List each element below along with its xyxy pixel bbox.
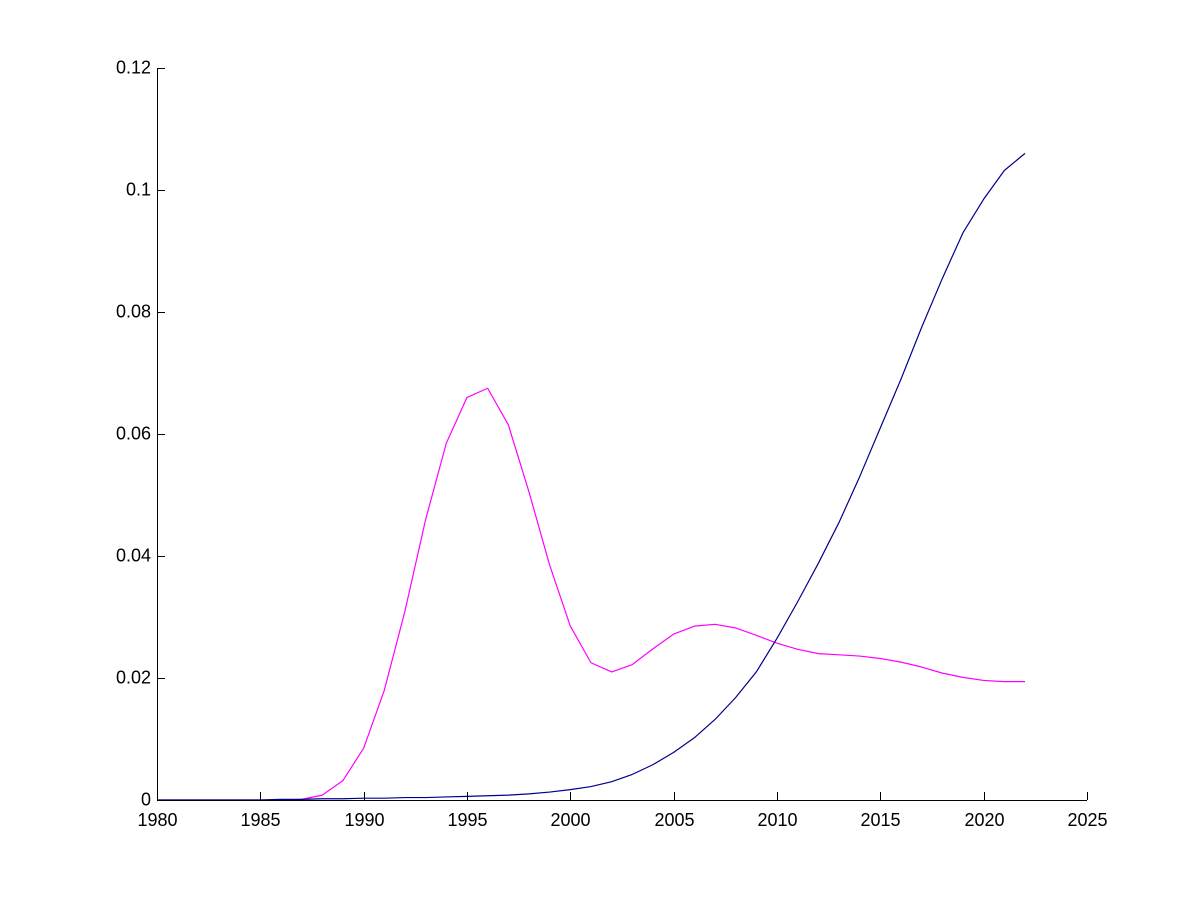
y-tick-label: 0.08 — [116, 301, 151, 321]
y-tick-label: 0.02 — [116, 667, 151, 687]
y-tick-label: 0 — [141, 789, 151, 809]
x-tick-label: 2005 — [654, 810, 694, 830]
x-tick-label: 2000 — [550, 810, 590, 830]
x-axis-ticks: 1980 1985 1990 1995 2000 2005 2010 2015 2020 2025 — [137, 792, 1108, 830]
x-tick-label: 1985 — [240, 810, 280, 830]
y-axis-ticks: 0 0.02 0.04 0.06 0.08 0.1 0.12 — [116, 57, 165, 809]
x-tick-label: 2010 — [757, 810, 797, 830]
y-tick-label: 0.1 — [126, 179, 151, 199]
x-tick-label: 1995 — [447, 810, 487, 830]
y-tick-label: 0.04 — [116, 545, 151, 565]
x-tick-label: 2015 — [860, 810, 900, 830]
x-tick-label: 1980 — [137, 810, 177, 830]
y-tick-label: 0.06 — [116, 423, 151, 443]
x-tick-label: 2020 — [964, 810, 1004, 830]
x-tick-label: 1990 — [344, 810, 384, 830]
x-tick-label: 2025 — [1067, 810, 1107, 830]
axes-layer — [157, 68, 1087, 801]
y-tick-label: 0.12 — [116, 57, 151, 77]
series-layer — [157, 152, 1026, 801]
series-line-2 — [157, 152, 1026, 801]
series-line-1 — [157, 387, 1025, 801]
